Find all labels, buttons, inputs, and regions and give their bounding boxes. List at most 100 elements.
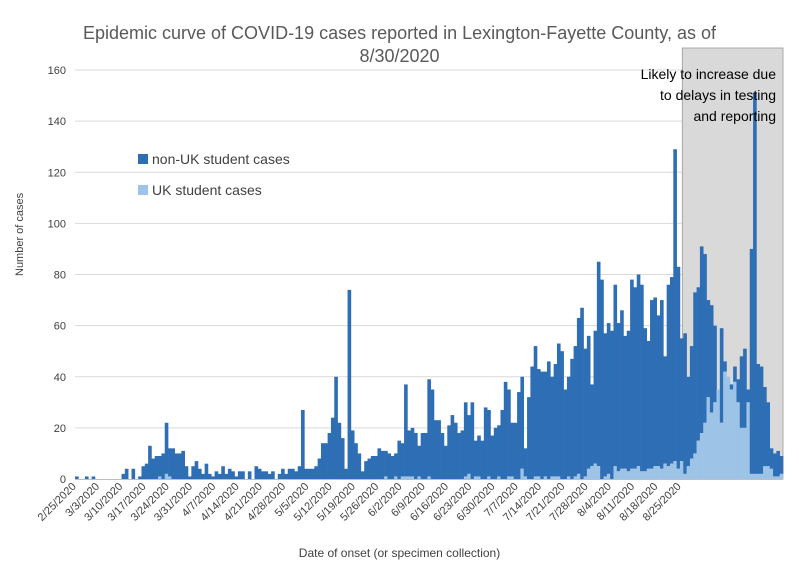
y-tick-label: 120 (48, 167, 66, 179)
bar-non-uk (207, 473, 212, 479)
bar-uk (733, 381, 737, 479)
y-axis-label: Number of cases (14, 192, 26, 276)
bar-non-uk (414, 432, 418, 479)
bar-uk (776, 476, 780, 479)
bar-non-uk (370, 455, 375, 479)
bar-non-uk (689, 346, 694, 459)
bar-non-uk (357, 453, 362, 479)
bar-non-uk (483, 407, 488, 479)
bar-non-uk (311, 468, 315, 479)
bar-uk (723, 371, 727, 479)
bar-uk (590, 466, 594, 479)
bar-uk (773, 476, 777, 479)
bar-non-uk (696, 287, 701, 441)
bar-non-uk (151, 458, 156, 479)
bar-non-uk (437, 420, 441, 479)
bar-non-uk (746, 389, 751, 403)
bar-uk (683, 473, 687, 479)
bar-uk (686, 466, 691, 479)
bar-uk (706, 397, 711, 479)
bar-non-uk (390, 455, 395, 479)
bar-uk (640, 471, 644, 479)
bar-non-uk (473, 440, 478, 477)
bar-non-uk (440, 432, 445, 479)
bar-non-uk (560, 351, 564, 479)
bar-non-uk (397, 440, 402, 479)
bar-non-uk (600, 279, 604, 479)
bar-non-uk (327, 432, 332, 479)
bar-non-uk (340, 438, 345, 479)
bar-uk (427, 476, 431, 479)
bar-non-uk (277, 473, 282, 479)
y-tick-label: 160 (48, 65, 66, 77)
bar-non-uk (91, 476, 96, 479)
bar-non-uk (443, 445, 448, 479)
annotation: Likely to increase due to delays in test… (576, 64, 776, 127)
bar-non-uk (630, 279, 634, 469)
y-tick-label: 0 (60, 474, 66, 486)
bar-non-uk (141, 466, 146, 479)
bar-uk (404, 476, 408, 479)
bar-non-uk (433, 420, 438, 479)
bar-non-uk (779, 455, 784, 474)
bar-non-uk (324, 443, 328, 479)
bar-uk (623, 468, 628, 479)
bar-non-uk (527, 397, 531, 479)
bar-non-uk (673, 149, 677, 462)
bar-uk (553, 476, 558, 479)
bar-uk (583, 476, 588, 479)
bar-non-uk (161, 453, 166, 479)
bar-non-uk (556, 343, 561, 477)
annotation-line-1: Likely to increase due (640, 66, 776, 82)
bar-uk (643, 471, 648, 479)
bar-non-uk (387, 453, 392, 479)
bar-non-uk (566, 376, 571, 477)
bar-uk (689, 458, 694, 479)
bar-uk (726, 376, 731, 479)
bar-non-uk (214, 471, 219, 479)
bar-non-uk (583, 348, 588, 477)
chart-title-line1: Epidemic curve of COVID-19 cases reporte… (83, 23, 716, 43)
bar-uk (636, 466, 641, 479)
bar-non-uk (646, 340, 651, 469)
bar-non-uk (197, 468, 202, 479)
bar-non-uk (490, 435, 495, 479)
bar-uk (719, 422, 724, 479)
bar-uk (384, 476, 388, 479)
bar-uk (477, 476, 481, 479)
bar-uk (407, 476, 412, 479)
bar-uk (487, 476, 491, 479)
bar-non-uk (247, 471, 252, 479)
bar-non-uk (703, 254, 707, 423)
bar-uk (749, 473, 754, 479)
bar-non-uk (224, 473, 229, 479)
bar-uk (596, 466, 601, 479)
bar-uk (613, 466, 618, 479)
legend-swatch-uk (138, 185, 148, 195)
bar-non-uk (380, 450, 385, 479)
bar-uk (713, 402, 717, 479)
bar-non-uk (367, 458, 372, 479)
bar-non-uk (776, 450, 780, 477)
bars (75, 93, 784, 479)
bar-non-uk (467, 415, 471, 474)
bar-uk (759, 473, 764, 479)
bar-non-uk (430, 389, 435, 479)
bar-non-uk (350, 430, 355, 479)
bar-non-uk (749, 248, 754, 474)
bar-uk (410, 476, 415, 479)
bar-non-uk (447, 425, 451, 479)
bar-non-uk (227, 468, 232, 479)
bar-non-uk (424, 432, 428, 479)
bar-non-uk (158, 455, 162, 477)
legend-label-non-uk: non-UK student cases (152, 151, 290, 167)
bar-non-uk (400, 443, 405, 477)
bar-uk (756, 473, 761, 479)
bar-non-uk (586, 335, 591, 469)
bar-non-uk (264, 471, 269, 479)
bar-non-uk (164, 422, 169, 474)
bar-uk (729, 389, 734, 479)
bar-non-uk (294, 471, 299, 479)
bar-uk (497, 476, 501, 479)
